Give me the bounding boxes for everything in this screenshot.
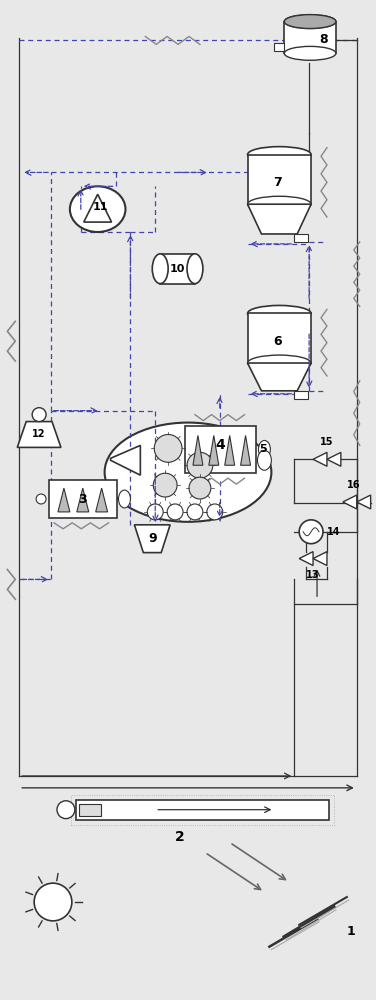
Circle shape [167, 504, 183, 520]
Polygon shape [209, 435, 219, 465]
Bar [247, 313, 311, 363]
Ellipse shape [284, 15, 336, 29]
Circle shape [34, 883, 72, 921]
Circle shape [147, 504, 163, 520]
Polygon shape [327, 452, 341, 466]
Ellipse shape [247, 305, 311, 321]
Circle shape [36, 494, 46, 504]
Text: 5: 5 [259, 444, 267, 454]
Bar [76, 800, 329, 820]
Bar [294, 391, 308, 399]
Ellipse shape [187, 254, 203, 284]
Circle shape [32, 408, 46, 422]
Text: 2: 2 [175, 830, 185, 844]
Polygon shape [134, 525, 170, 553]
Text: 10: 10 [170, 264, 185, 274]
Polygon shape [193, 435, 203, 465]
Text: 7: 7 [273, 176, 282, 189]
Polygon shape [247, 363, 311, 391]
Ellipse shape [247, 355, 311, 371]
Bar [185, 426, 256, 473]
Polygon shape [313, 552, 327, 566]
Text: 11: 11 [93, 202, 108, 212]
Bar [79, 804, 101, 816]
Ellipse shape [284, 15, 336, 29]
Ellipse shape [284, 46, 336, 60]
Ellipse shape [105, 423, 271, 522]
Bar [49, 480, 117, 518]
Polygon shape [343, 495, 357, 509]
Text: 16: 16 [347, 480, 361, 490]
Circle shape [57, 801, 75, 819]
Polygon shape [58, 488, 70, 512]
Bar [274, 43, 284, 51]
Text: 15: 15 [320, 437, 334, 447]
Text: 3: 3 [79, 493, 87, 506]
Text: 1: 1 [347, 925, 356, 938]
Circle shape [207, 504, 223, 520]
Polygon shape [77, 488, 89, 512]
Circle shape [153, 473, 177, 497]
Text: 4: 4 [215, 438, 224, 452]
Circle shape [189, 477, 211, 499]
Ellipse shape [247, 196, 311, 212]
Ellipse shape [118, 490, 130, 508]
Bar [294, 234, 308, 242]
Circle shape [187, 452, 213, 478]
Bar [78, 802, 327, 818]
Circle shape [187, 504, 203, 520]
Bar [160, 254, 195, 284]
Polygon shape [247, 204, 311, 234]
Text: 12: 12 [32, 429, 46, 439]
Polygon shape [313, 452, 327, 466]
Polygon shape [357, 495, 371, 509]
Text: 14: 14 [327, 527, 340, 537]
Bar [284, 22, 336, 53]
Ellipse shape [258, 440, 270, 458]
Text: 8: 8 [320, 33, 328, 46]
Ellipse shape [70, 186, 126, 232]
Ellipse shape [247, 147, 311, 163]
Text: 13: 13 [306, 570, 320, 580]
Ellipse shape [152, 254, 168, 284]
Ellipse shape [258, 450, 271, 470]
Text: 6: 6 [273, 335, 282, 348]
Text: 9: 9 [148, 532, 156, 545]
Circle shape [299, 520, 323, 544]
Polygon shape [241, 435, 250, 465]
Polygon shape [96, 488, 108, 512]
Polygon shape [111, 445, 140, 475]
Bar [247, 155, 311, 204]
Circle shape [154, 434, 182, 462]
Polygon shape [299, 552, 313, 566]
Polygon shape [17, 422, 61, 447]
Polygon shape [225, 435, 235, 465]
